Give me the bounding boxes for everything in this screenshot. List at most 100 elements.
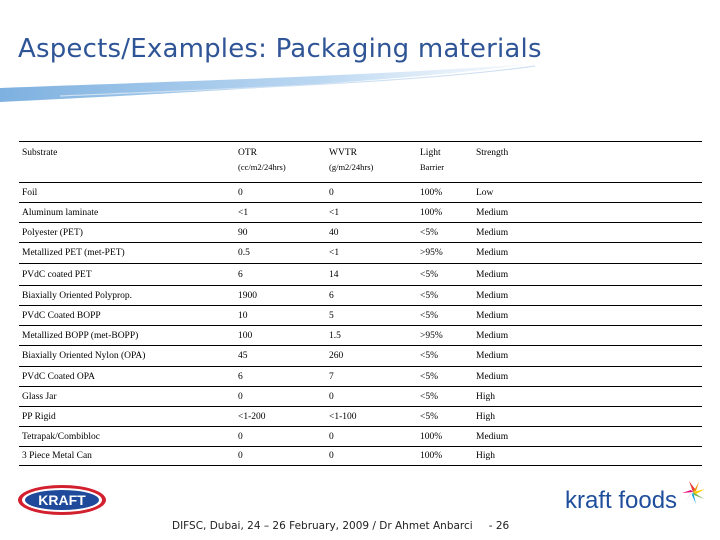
slide-title: Aspects/Examples: Packaging materials [18,34,542,64]
cell-light-barrier: >95% [417,242,473,264]
table-row: PP Rigid <1-200 <1-100 <5% High [19,406,702,427]
cell-light-barrier: 100% [417,426,473,447]
cell-strength: Medium [473,325,702,346]
cell-substrate: Foil [19,182,235,203]
cell-substrate: Tetrapak/Combibloc [19,426,235,447]
cell-strength: High [473,406,702,427]
cell-substrate: 3 Piece Metal Can [19,446,235,466]
table-row: PVdC Coated OPA 6 7 <5% Medium [19,366,702,387]
cell-strength: Medium [473,366,702,387]
cell-strength: Medium [473,345,702,367]
table-row: Foil 0 0 100% Low [19,182,702,203]
table-row: Biaxially Oriented Polyprop. 1900 6 <5% Medi… [19,285,702,306]
cell-light-barrier: 100% [417,446,473,466]
page-number: - 26 [488,520,510,532]
cell-otr: 0 [235,426,326,447]
cell-wvtr: 14 [326,263,417,286]
kraft-foods-burst-icon [682,481,705,504]
header-strength: Strength [473,141,702,183]
cell-otr: <1 [235,202,326,223]
cell-wvtr: 0 [326,182,417,203]
table-row: Metallized BOPP (met-BOPP) 100 1.5 >95% Medi… [19,325,702,346]
cell-strength: Medium [473,242,702,264]
cell-otr: 6 [235,263,326,286]
footer-text: DIFSC, Dubai, 24 – 26 February, 2009 / D… [172,520,473,532]
kraft-logo-text: KRAFT [38,492,86,508]
table-row: PVdC coated PET 6 14 <5% Medium [19,263,702,286]
cell-light-barrier: <5% [417,222,473,243]
table-row: Polyester (PET) 90 40 <5% Medium [19,222,702,243]
kraft-foods-logo: kraft foods [565,481,705,514]
kraft-logo: KRAFT [18,485,106,515]
packaging-materials-table: Substrate OTR (cc/m2/24hrs) WVTR (g/m2/24h… [19,141,702,466]
header-light-barrier: Light Barrier [417,141,473,183]
cell-substrate: PVdC Coated BOPP [19,305,235,326]
table-row: Tetrapak/Combibloc 0 0 100% Medium [19,426,702,447]
cell-otr: 0 [235,386,326,407]
cell-wvtr: 7 [326,366,417,387]
cell-strength: Medium [473,202,702,223]
cell-strength: High [473,386,702,407]
kraft-foods-logo-text: kraft foods [565,487,677,514]
cell-otr: 1900 [235,285,326,306]
cell-substrate: PVdC Coated OPA [19,366,235,387]
cell-wvtr: 6 [326,285,417,306]
footer: DIFSC, Dubai, 24 – 26 February, 2009 / D… [172,520,509,532]
header-wvtr: WVTR (g/m2/24hrs) [326,141,417,183]
header-substrate: Substrate [19,141,235,183]
cell-otr: 45 [235,345,326,367]
cell-otr: 6 [235,366,326,387]
cell-wvtr: <1-100 [326,406,417,427]
cell-otr: 90 [235,222,326,243]
cell-strength: Medium [473,305,702,326]
cell-wvtr: <1 [326,202,417,223]
cell-otr: 0.5 [235,242,326,264]
cell-substrate: Polyester (PET) [19,222,235,243]
cell-wvtr: 40 [326,222,417,243]
cell-wvtr: 1.5 [326,325,417,346]
cell-wvtr: 0 [326,446,417,466]
cell-strength: Medium [473,426,702,447]
cell-light-barrier: 100% [417,202,473,223]
table-row: 3 Piece Metal Can 0 0 100% High [19,446,702,466]
cell-otr: 0 [235,182,326,203]
cell-wvtr: 0 [326,426,417,447]
cell-light-barrier: <5% [417,305,473,326]
cell-wvtr: 5 [326,305,417,326]
cell-strength: High [473,446,702,466]
table-row: Glass Jar 0 0 <5% High [19,386,702,407]
cell-light-barrier: 100% [417,182,473,203]
cell-strength: Medium [473,263,702,286]
table-header-row: Substrate OTR (cc/m2/24hrs) WVTR (g/m2/24h… [19,141,702,183]
cell-light-barrier: <5% [417,406,473,427]
table-row: Biaxially Oriented Nylon (OPA) 45 260 <5% Me… [19,345,702,367]
table-row: Metallized PET (met-PET) 0.5 <1 >95% Medium [19,242,702,264]
title-underline-swoosh [0,64,536,102]
header-otr: OTR (cc/m2/24hrs) [235,141,326,183]
table-row: PVdC Coated BOPP 10 5 <5% Medium [19,305,702,326]
cell-light-barrier: >95% [417,325,473,346]
cell-light-barrier: <5% [417,263,473,286]
cell-light-barrier: <5% [417,285,473,306]
cell-substrate: Metallized PET (met-PET) [19,242,235,264]
cell-otr: <1-200 [235,406,326,427]
cell-light-barrier: <5% [417,386,473,407]
cell-substrate: Glass Jar [19,386,235,407]
cell-strength: Medium [473,222,702,243]
cell-otr: 10 [235,305,326,326]
cell-wvtr: 260 [326,345,417,367]
cell-strength: Medium [473,285,702,306]
cell-light-barrier: <5% [417,366,473,387]
cell-otr: 100 [235,325,326,346]
cell-substrate: PP Rigid [19,406,235,427]
table-row: Aluminum laminate <1 <1 100% Medium [19,202,702,223]
cell-substrate: PVdC coated PET [19,263,235,286]
cell-substrate: Aluminum laminate [19,202,235,223]
cell-otr: 0 [235,446,326,466]
cell-wvtr: <1 [326,242,417,264]
cell-wvtr: 0 [326,386,417,407]
cell-light-barrier: <5% [417,345,473,367]
cell-substrate: Metallized BOPP (met-BOPP) [19,325,235,346]
cell-strength: Low [473,182,702,203]
cell-substrate: Biaxially Oriented Polyprop. [19,285,235,306]
